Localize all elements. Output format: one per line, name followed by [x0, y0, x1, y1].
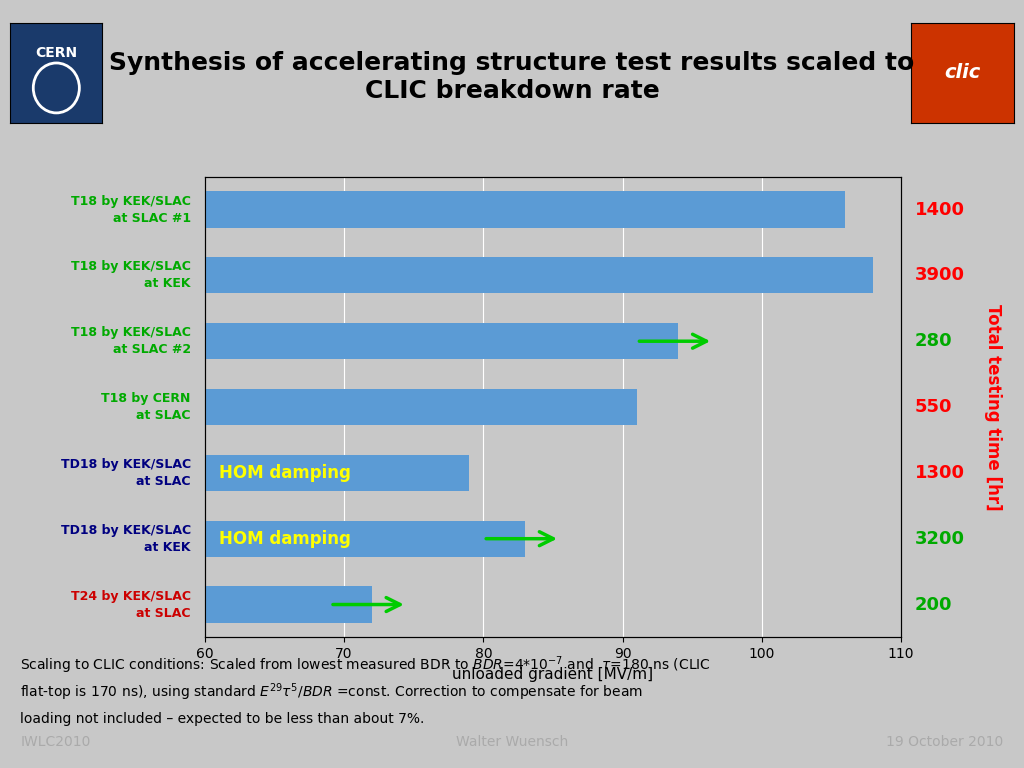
Text: CERN: CERN	[35, 46, 78, 60]
Text: clic: clic	[944, 64, 981, 82]
Text: HOM damping: HOM damping	[219, 530, 350, 548]
Text: T18 by KEK/SLAC
at KEK: T18 by KEK/SLAC at KEK	[71, 260, 190, 290]
Text: 1400: 1400	[915, 200, 965, 219]
Text: T18 by KEK/SLAC
at SLAC #1: T18 by KEK/SLAC at SLAC #1	[71, 194, 190, 224]
Text: Scaling to CLIC conditions: Scaled from lowest measured BDR to $\mathit{BDR}$=4*: Scaling to CLIC conditions: Scaled from …	[20, 654, 712, 676]
Text: T18 by KEK/SLAC
at SLAC #2: T18 by KEK/SLAC at SLAC #2	[71, 326, 190, 356]
Text: 1300: 1300	[915, 464, 965, 482]
Text: TD18 by KEK/SLAC
at SLAC: TD18 by KEK/SLAC at SLAC	[60, 458, 190, 488]
Text: T24 by KEK/SLAC
at SLAC: T24 by KEK/SLAC at SLAC	[71, 590, 190, 620]
Text: Synthesis of accelerating structure test results scaled to
CLIC breakdown rate: Synthesis of accelerating structure test…	[110, 51, 914, 103]
Y-axis label: Total testing time [hr]: Total testing time [hr]	[984, 303, 1002, 511]
Bar	[205, 521, 525, 557]
Text: loading not included – expected to be less than about 7%.: loading not included – expected to be le…	[20, 712, 425, 726]
Text: 550: 550	[915, 398, 952, 416]
Text: IWLC2010: IWLC2010	[20, 735, 91, 749]
Bar	[205, 257, 873, 293]
Bar	[205, 455, 469, 491]
Text: HOM damping: HOM damping	[219, 464, 350, 482]
Text: Walter Wuensch: Walter Wuensch	[456, 735, 568, 749]
Bar	[205, 323, 678, 359]
Text: 200: 200	[915, 595, 952, 614]
Text: 3200: 3200	[915, 530, 965, 548]
X-axis label: unloaded gradient [MV/m]: unloaded gradient [MV/m]	[453, 667, 653, 682]
Text: 3900: 3900	[915, 266, 965, 284]
Bar	[205, 587, 372, 623]
Bar	[205, 191, 846, 227]
Text: TD18 by KEK/SLAC
at KEK: TD18 by KEK/SLAC at KEK	[60, 524, 190, 554]
Text: 19 October 2010: 19 October 2010	[886, 735, 1004, 749]
Text: T18 by CERN
at SLAC: T18 by CERN at SLAC	[101, 392, 190, 422]
Text: flat-top is 170 ns), using standard $E^{29}\tau^5$/$\mathit{BDR}$ =const. Correc: flat-top is 170 ns), using standard $E^{…	[20, 681, 643, 703]
Text: 280: 280	[915, 333, 952, 350]
Bar	[205, 389, 637, 425]
